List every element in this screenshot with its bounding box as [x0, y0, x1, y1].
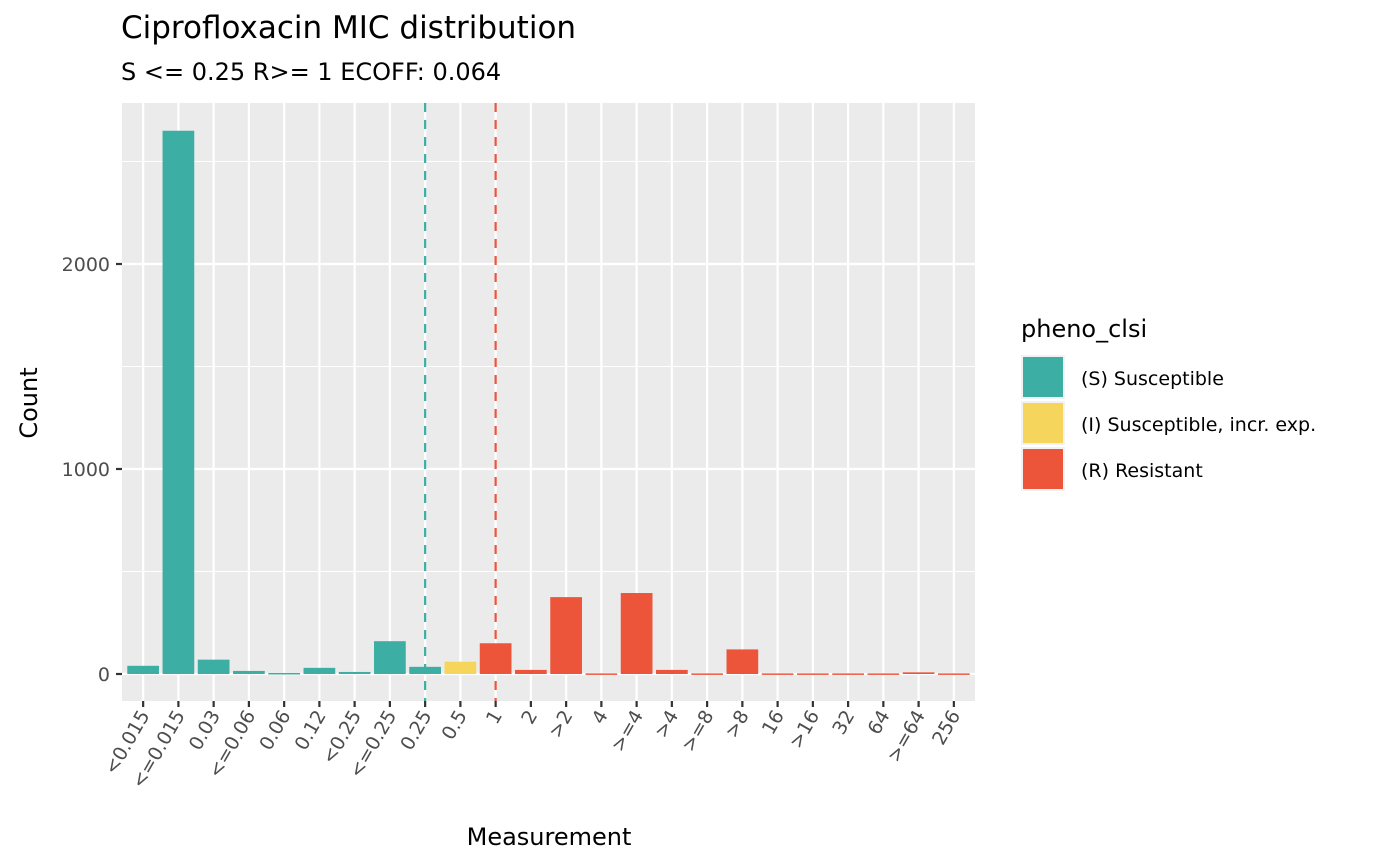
x-tick-label: 64 [864, 707, 895, 739]
x-tick-label: 0.25 [396, 707, 436, 755]
bar [691, 673, 723, 675]
y-tick-label: 2000 [62, 254, 110, 276]
x-tick-label: 4 [588, 707, 613, 728]
grid-major [122, 103, 975, 701]
bar [268, 672, 301, 675]
x-tick-label: >8 [721, 707, 754, 742]
x-tick-label: 0.06 [255, 707, 295, 755]
grid-minor [122, 160, 975, 573]
x-axis-title: Measurement [467, 823, 632, 851]
y-tick-label: 1000 [62, 459, 110, 481]
chart-subtitle: S <= 0.25 R>= 1 ECOFF: 0.064 [121, 58, 502, 86]
x-tick-label: 32 [828, 707, 859, 739]
bar [374, 641, 406, 674]
legend-label: (S) Susceptible [1081, 368, 1224, 390]
x-tick-label: 0.5 [438, 707, 472, 744]
legend-label: (R) Resistant [1081, 460, 1203, 482]
legend-label: (I) Susceptible, incr. exp. [1081, 414, 1316, 436]
x-tick-label: 2 [517, 707, 542, 728]
bar [867, 673, 900, 675]
x-tick-label: >=4 [607, 707, 648, 756]
bar [937, 673, 970, 675]
bar [761, 673, 794, 675]
bar [444, 661, 477, 674]
bar [832, 673, 864, 675]
x-tick-label: 1 [482, 707, 507, 728]
bar [656, 669, 688, 674]
legend-swatch [1023, 449, 1063, 489]
y-tick-label: 0 [98, 664, 110, 686]
x-tick-label: >=8 [677, 707, 718, 756]
bar [127, 665, 160, 674]
legend-swatch [1023, 403, 1063, 443]
bar [796, 673, 829, 675]
x-axis: <0.015<=0.0150.03<=0.060.060.12<0.25<=0.… [100, 701, 965, 792]
bar [515, 669, 547, 674]
x-tick-label: 16 [758, 707, 789, 739]
bar [162, 130, 195, 674]
bar [726, 649, 759, 674]
x-tick-label: 256 [928, 707, 965, 749]
bars [127, 130, 970, 675]
bar [303, 667, 336, 674]
legend-title: pheno_clsi [1021, 315, 1147, 343]
bar [620, 593, 653, 674]
bar [338, 671, 371, 674]
x-tick-label: >2 [544, 707, 577, 742]
y-axis: 0 1000 2000 [62, 254, 122, 686]
plot-panel [122, 103, 975, 701]
y-axis-title: Count [15, 367, 43, 438]
bar [197, 659, 230, 674]
bar [550, 597, 582, 674]
x-tick-label: >16 [785, 707, 824, 753]
bar [233, 670, 265, 674]
legend-swatch [1023, 357, 1063, 397]
chart-title: Ciprofloxacin MIC distribution [121, 10, 577, 46]
reference-lines [424, 103, 497, 701]
x-tick-label: >4 [650, 707, 683, 742]
bar [585, 673, 618, 675]
bar [902, 672, 935, 674]
legend: pheno_clsi (S) Susceptible (I) Susceptibl… [1021, 315, 1316, 491]
